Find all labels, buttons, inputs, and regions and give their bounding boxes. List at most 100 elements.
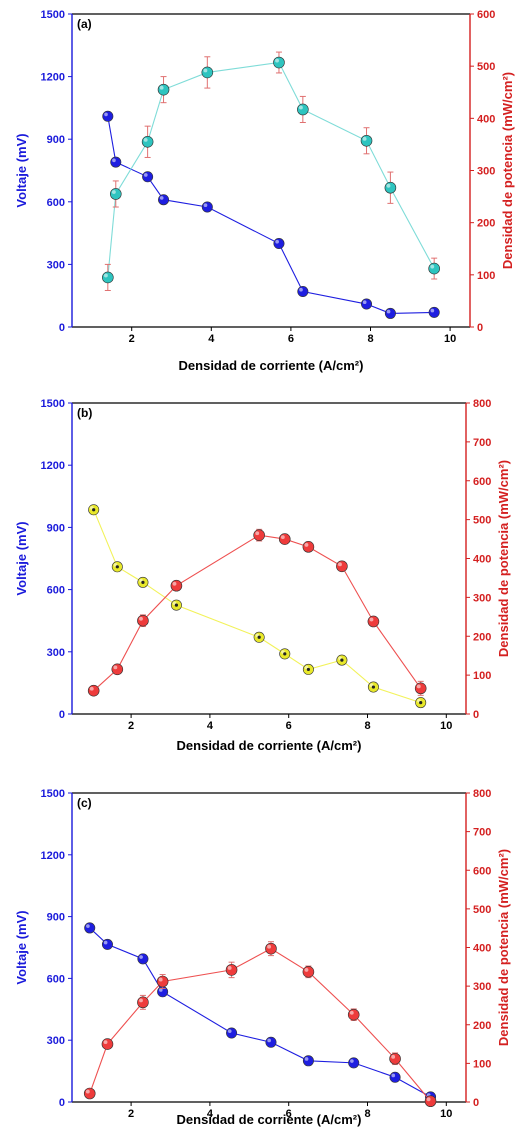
chart-panel-2: 2 4 6 8 100300600900120015000100200300400500… [14,788,511,1127]
y2-tick-label: 500 [473,515,491,527]
voltage-point [137,953,149,965]
y-tick-label: 1200 [41,72,65,84]
point-center [283,652,287,656]
x-tick-label: 6 [288,333,294,345]
voltage-series-line [107,116,435,314]
power-point [347,1008,360,1021]
y-tick-label: 300 [47,259,65,271]
y-tick-label: 600 [47,197,65,209]
y2-tick-label: 600 [473,865,491,877]
power-point [137,614,149,627]
power-point [336,560,348,573]
point-highlight [103,1040,108,1045]
y-axis-label: Voltaje (mV) [14,133,29,207]
y2-tick-label: 200 [477,218,495,230]
x-tick-label: 2 [128,720,134,732]
power-point [137,996,149,1009]
point-highlight [172,581,177,586]
point-highlight [426,1097,431,1102]
y-axis-label: Voltaje (mV) [14,521,29,595]
x-axis-label: Densidad de corriente (A/cm²) [179,358,364,373]
point-highlight [103,940,108,945]
x-tick-label: 2 [128,1108,134,1120]
point-highlight [299,287,303,292]
x-tick-label: 10 [440,1108,452,1120]
point-highlight [386,309,391,314]
y2-tick-label: 0 [473,1097,479,1109]
y2-tick-label: 400 [477,113,495,125]
power-point [384,181,397,194]
voltage-point [201,201,213,213]
x-tick-label: 8 [367,333,373,345]
point-highlight [391,1054,396,1059]
point-highlight [203,203,208,208]
power-series-line [107,61,435,278]
panel-label: (a) [77,17,92,31]
point-highlight [112,158,116,163]
point-highlight [362,136,367,141]
y2-tick-label: 300 [473,981,491,993]
y-tick-label: 0 [59,709,65,721]
power-point [225,964,238,976]
voltage-point [84,922,96,934]
y2-tick-label: 100 [473,670,491,682]
point-highlight [111,190,116,194]
voltage-point [297,286,309,298]
point-center [141,580,145,584]
chart-panel-0: 2 4 6 8 100300600900120015000100200300400500… [14,9,515,373]
point-center [419,700,423,705]
voltage-point [361,298,373,310]
point-highlight [349,1010,354,1015]
x-axis-label: Densidad de corriente (A/cm²) [177,738,362,753]
point-highlight [338,562,342,567]
y2-tick-label: 100 [473,1058,491,1070]
voltage-point [384,307,396,319]
point-highlight [139,998,143,1003]
y-tick-label: 600 [47,585,65,597]
power-point [157,83,170,96]
point-highlight [85,1089,90,1094]
y-axis-label: Voltaje (mV) [14,910,29,984]
y-tick-label: 0 [59,1097,65,1109]
x-tick-label: 4 [208,333,215,345]
y2-tick-label: 0 [473,709,479,721]
voltage-point [158,194,170,206]
point-highlight [304,542,309,547]
point-highlight [304,1057,309,1061]
x-tick-label: 6 [286,1108,292,1120]
power-point [102,271,114,284]
voltage-point [110,156,122,168]
point-highlight [430,264,435,269]
point-center [174,603,179,607]
point-highlight [391,1073,396,1078]
point-highlight [267,944,271,949]
y2-tick-label: 200 [473,1020,491,1032]
x-tick-label: 10 [444,333,456,345]
power-point [83,1087,96,1100]
y-tick-label: 0 [59,322,65,334]
y2-tick-label: 600 [473,476,491,488]
point-highlight [159,196,164,200]
y-tick-label: 300 [47,1035,65,1047]
power-point [297,103,309,116]
point-highlight [304,967,309,972]
y2-tick-label: 600 [477,9,495,21]
point-center [257,635,261,639]
power-point [389,1052,401,1065]
power-point [273,56,285,69]
y2-tick-label: 500 [473,904,491,916]
y2-tick-label: 100 [477,270,495,282]
voltage-point [389,1071,401,1083]
y2-tick-label: 800 [473,398,491,410]
y2-tick-label: 700 [473,827,491,839]
power-point [170,579,183,592]
point-highlight [143,137,148,142]
y2-tick-label: 400 [473,943,491,955]
point-highlight [139,955,143,959]
x-tick-label: 4 [207,720,214,732]
voltage-series-line [89,927,431,1098]
point-highlight [386,183,391,188]
x-tick-label: 4 [207,1108,214,1120]
point-highlight [255,531,260,536]
point-highlight [430,308,435,313]
